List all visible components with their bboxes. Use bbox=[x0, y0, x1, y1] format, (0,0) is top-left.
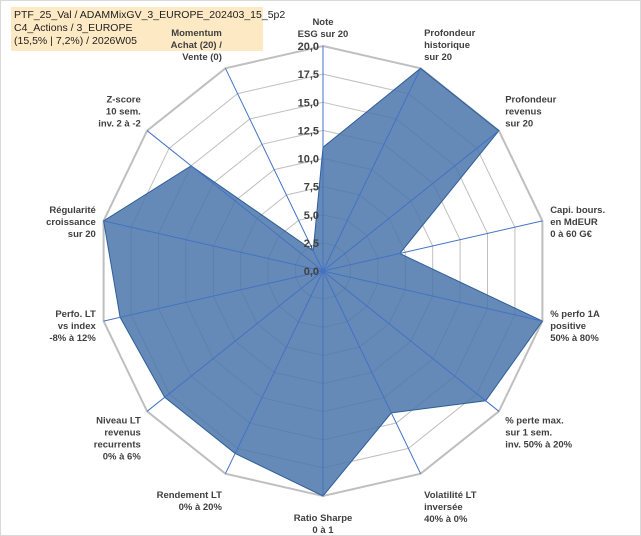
axis-spoke-13 bbox=[224, 68, 324, 272]
axis-label-line: % perfo 1A bbox=[550, 309, 600, 320]
axis-spoke-3 bbox=[322, 220, 543, 272]
tick-label: 20,0 bbox=[298, 41, 319, 53]
axis-label-line: vs index bbox=[58, 321, 97, 332]
axis-label-8: Rendement LT 0% à 20% bbox=[157, 490, 223, 513]
axis-label-line: Profondeur bbox=[424, 28, 475, 39]
info-line-3: (15,5% | 7,2%) / 2026W05 bbox=[14, 35, 137, 47]
axis-label-line: Ratio Sharpe bbox=[294, 513, 353, 524]
axis-label-line: Achat (20) / bbox=[171, 40, 223, 51]
tick-label: 15,0 bbox=[298, 97, 319, 109]
axis-label-line: sur 1 sem. bbox=[505, 427, 552, 438]
axis-label-line: revenus bbox=[104, 427, 140, 438]
axis-label-line: 0% à 6% bbox=[103, 451, 142, 462]
axis-label-line: positive bbox=[550, 321, 586, 332]
axis-label-line: Z-score bbox=[106, 95, 140, 106]
axis-label-line: Niveau LT bbox=[96, 415, 141, 426]
axis-label-line: en MdEUR bbox=[550, 217, 598, 228]
axis-spoke-6 bbox=[322, 270, 422, 474]
tick-label: 0,0 bbox=[304, 266, 319, 278]
info-line-1: PTF_25_Val / ADAMMixGV_3_EUROPE_202403_1… bbox=[14, 9, 286, 21]
tick-label: 7,5 bbox=[304, 182, 319, 194]
axis-label-line: historique bbox=[424, 40, 470, 51]
axis-spoke-12 bbox=[146, 130, 324, 272]
axis-label-9: Niveau LT revenus recurrents 0% à 6% bbox=[94, 415, 142, 462]
axis-label-1: Profondeur historique sur 20 bbox=[424, 28, 475, 63]
tick-label: 5,0 bbox=[304, 210, 319, 222]
axis-label-line: sur 20 bbox=[505, 119, 533, 130]
axis-label-line: inv. 50% à 20% bbox=[505, 439, 572, 450]
axis-label-12: Z-score 10 sem. inv. 2 à -2 bbox=[98, 95, 141, 130]
axis-label-line: inv. 2 à -2 bbox=[98, 119, 141, 130]
axis-label-line: Régularité bbox=[49, 205, 95, 216]
axis-label-3: Capi. bours. en MdEUR 0 à 60 G€ bbox=[550, 205, 605, 240]
axis-label-line: Capi. bours. bbox=[550, 205, 605, 216]
axis-label-line: Perfo. LT bbox=[55, 309, 96, 320]
axis-label-line: 0% à 20% bbox=[179, 502, 223, 513]
axis-spoke-11 bbox=[103, 220, 324, 272]
axis-label-5: % perte max. sur 1 sem. inv. 50% à 20% bbox=[505, 415, 572, 450]
axis-spoke-9 bbox=[146, 270, 324, 412]
axis-label-line: sur 20 bbox=[68, 229, 96, 240]
tick-label: 17,5 bbox=[298, 69, 319, 81]
axis-spoke-8 bbox=[224, 270, 324, 474]
axis-label-line: 40% à 0% bbox=[424, 514, 468, 525]
axis-label-line: Momentum bbox=[171, 28, 222, 39]
tick-label: 10,0 bbox=[298, 154, 319, 166]
axis-label-line: 50% à 80% bbox=[550, 333, 599, 344]
axis-label-0: Note ESG sur 20 bbox=[298, 17, 349, 40]
axis-spoke-2 bbox=[322, 130, 500, 272]
axis-label-line: Rendement LT bbox=[157, 490, 222, 501]
axis-label-4: % perfo 1A positive 50% à 80% bbox=[550, 309, 600, 344]
axis-label-line: Volatilité LT bbox=[424, 490, 477, 501]
tick-label: 12,5 bbox=[298, 125, 319, 137]
axis-label-6: Volatilité LT inversée 40% à 0% bbox=[424, 490, 477, 525]
axis-label-line: 0 à 60 G€ bbox=[550, 229, 592, 240]
axis-label-line: 0 à 1 bbox=[312, 525, 334, 535]
axis-label-2: Profondeur revenus sur 20 bbox=[505, 95, 556, 130]
axis-label-line: revenus bbox=[505, 107, 541, 118]
axis-label-line: ESG sur 20 bbox=[298, 29, 349, 40]
axis-label-line: % perte max. bbox=[505, 415, 564, 426]
axis-label-line: -8% à 12% bbox=[49, 333, 96, 344]
axis-label-line: Profondeur bbox=[505, 95, 556, 106]
axis-label-line: Note bbox=[312, 17, 333, 28]
axis-spoke-5 bbox=[322, 270, 500, 412]
info-box: PTF_25_Val / ADAMMixGV_3_EUROPE_202403_1… bbox=[11, 7, 286, 51]
axis-label-7: Ratio Sharpe 0 à 1 bbox=[294, 513, 353, 535]
axis-label-13: Momentum Achat (20) / Vente (0) bbox=[171, 28, 223, 63]
info-line-2: C4_Actions / 3_EUROPE bbox=[14, 22, 133, 34]
axis-label-11: Régularité croissance sur 20 bbox=[46, 205, 96, 240]
tick-label: 2,5 bbox=[304, 238, 319, 250]
axis-label-line: recurrents bbox=[94, 439, 141, 450]
axis-label-line: inversée bbox=[424, 502, 463, 513]
axis-label-10: Perfo. LT vs index -8% à 12% bbox=[49, 309, 96, 344]
axis-spoke-4 bbox=[322, 270, 543, 322]
axis-spoke-10 bbox=[103, 270, 324, 322]
axis-spoke-1 bbox=[322, 68, 422, 272]
axis-label-line: Vente (0) bbox=[182, 52, 222, 63]
axis-label-line: 10 sem. bbox=[106, 107, 141, 118]
axis-label-line: croissance bbox=[46, 217, 96, 228]
axis-label-line: sur 20 bbox=[424, 52, 452, 63]
